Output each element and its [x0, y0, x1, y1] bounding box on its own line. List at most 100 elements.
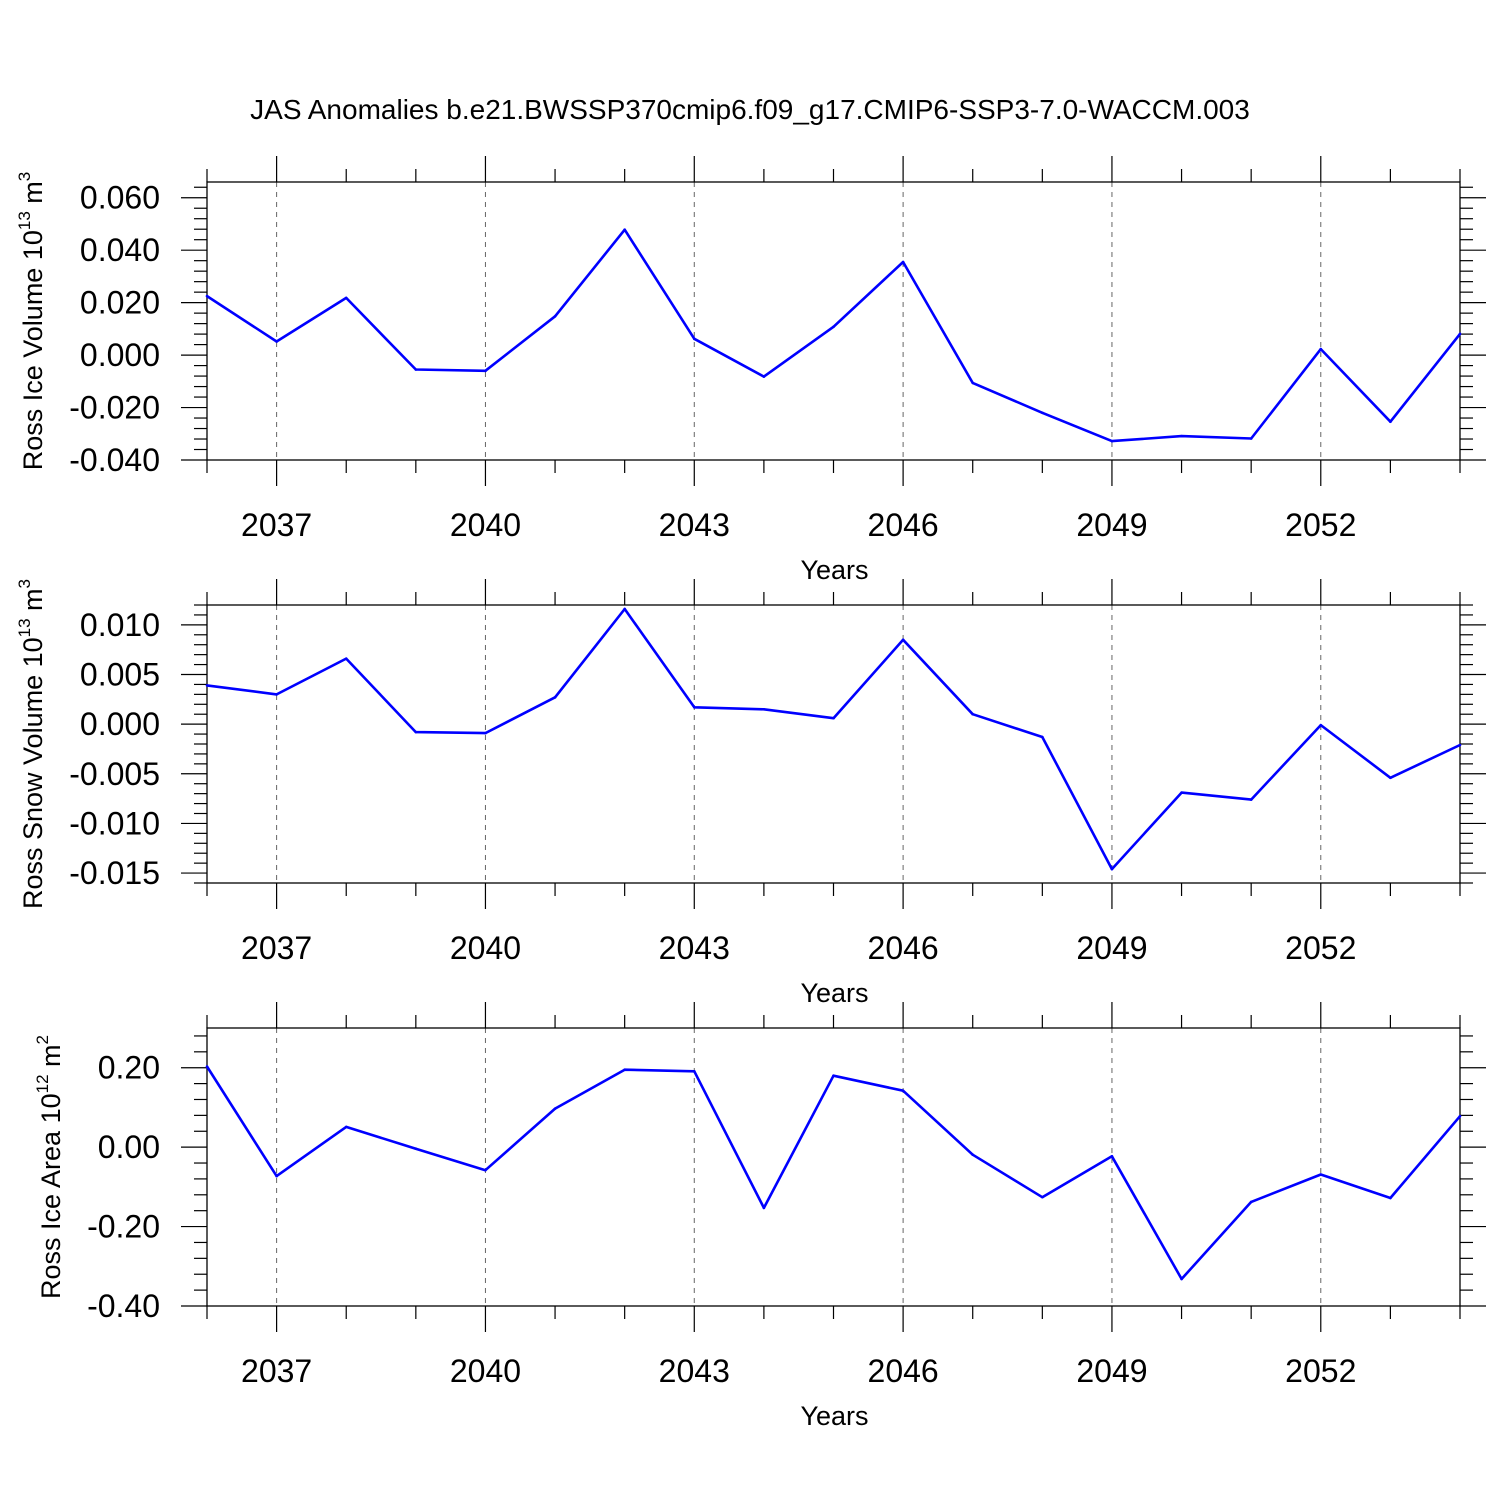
data-point: [1319, 347, 1323, 351]
data-point: [484, 1168, 487, 1172]
y-axis-title-superscript: 2: [33, 1035, 52, 1044]
data-point: [832, 1074, 835, 1077]
y-tick-label: 0.000: [80, 706, 160, 742]
y-tick-label: -0.010: [69, 805, 160, 841]
data-point: [275, 693, 278, 696]
data-point: [762, 707, 766, 711]
x-tick-label: 2037: [241, 507, 312, 543]
data-point: [623, 228, 626, 232]
x-tick-label: 2049: [1076, 930, 1147, 966]
x-axis-title: Years: [800, 555, 868, 585]
y-axis-title-text: Ross Ice Volume 10: [18, 230, 48, 470]
plot-frame: [206, 1027, 1461, 1307]
y-axis-title-text: Ross Snow Volume 10: [18, 637, 48, 909]
data-point: [344, 1125, 348, 1129]
y-axis-title-superscript: 3: [15, 579, 34, 588]
data-point: [414, 368, 418, 371]
x-tick-label: 2052: [1285, 1353, 1356, 1389]
data-point: [1319, 1173, 1323, 1176]
series-line: [206, 607, 1461, 871]
plot-frame: [206, 181, 1461, 461]
x-tick-label: 2052: [1285, 507, 1356, 543]
x-tick-label: 2043: [659, 930, 730, 966]
data-point: [205, 684, 209, 687]
data-point: [1041, 735, 1044, 739]
data-point: [1180, 1277, 1183, 1281]
data-point: [901, 260, 905, 264]
data-point: [1458, 743, 1462, 747]
chart-panels: 2037 2040 2043 2046 2049 2052 Years -0.040 -0.02…: [15, 156, 1486, 1431]
data-point: [692, 705, 696, 709]
y-axis-title-superscript: 13: [15, 211, 34, 230]
data-point: [1180, 434, 1183, 438]
data-point: [344, 657, 348, 660]
data-point: [832, 325, 835, 329]
chart-panel-1: 2037 2040 2043 2046 2049 2052 Years -0.040 -0.02…: [15, 156, 1486, 585]
data-point: [553, 1107, 557, 1110]
data-point: [1249, 798, 1253, 801]
data-point: [1110, 1154, 1114, 1158]
data-point: [414, 1147, 418, 1151]
y-tick-label: 0.020: [80, 285, 160, 321]
y-tick-label: -0.040: [69, 442, 160, 478]
data-point: [205, 1065, 209, 1068]
x-tick-label: 2046: [868, 1353, 939, 1389]
y-tick-label: 0.000: [80, 337, 160, 373]
y-tick-label: 0.040: [80, 232, 160, 268]
x-tick-label: 2049: [1076, 1353, 1147, 1389]
x-tick-label: 2043: [659, 1353, 730, 1389]
data-point: [1249, 437, 1253, 440]
data-point: [1249, 1200, 1253, 1204]
data-point: [1458, 1114, 1462, 1118]
data-point: [762, 375, 766, 378]
y-tick-label: 0.00: [98, 1129, 160, 1165]
data-point: [762, 1206, 766, 1210]
data-point: [1389, 776, 1392, 780]
data-point: [971, 1153, 975, 1156]
data-point: [1041, 1195, 1044, 1199]
data-point: [901, 638, 905, 642]
x-tick-label: 2040: [450, 930, 521, 966]
x-tick-label: 2049: [1076, 507, 1147, 543]
y-tick-label: -0.20: [87, 1209, 160, 1245]
y-axis-title-superscript: 3: [15, 172, 34, 181]
data-point: [553, 314, 557, 318]
data-point: [1389, 1196, 1392, 1200]
x-tick-label: 2037: [241, 1353, 312, 1389]
x-tick-label: 2046: [868, 930, 939, 966]
y-axis-title: Ross Snow Volume 1013 m3: [15, 579, 48, 909]
y-tick-label: -0.40: [87, 1288, 160, 1324]
x-tick-label: 2037: [241, 930, 312, 966]
y-axis-title-text: m: [36, 1044, 66, 1074]
y-tick-label: -0.020: [69, 390, 160, 426]
y-axis-title-text: Ross Ice Area 10: [36, 1093, 66, 1299]
data-point: [1180, 791, 1183, 794]
data-point: [344, 296, 348, 300]
data-point: [1458, 332, 1462, 336]
data-point: [692, 1069, 696, 1073]
data-point: [1110, 439, 1114, 443]
data-point: [1041, 411, 1044, 415]
data-point: [553, 696, 557, 699]
data-point: [275, 1174, 278, 1178]
x-tick-label: 2052: [1285, 930, 1356, 966]
y-axis-title-text: m: [18, 181, 48, 211]
series-line: [205, 1065, 1461, 1281]
y-axis-title-superscript: 12: [33, 1074, 52, 1093]
data-point: [901, 1089, 905, 1093]
chart-panel-3: 2037 2040 2043 2046 2049 2052 Years -0.40 -0.20 0…: [33, 1002, 1486, 1431]
data-point: [832, 716, 835, 720]
data-point: [623, 607, 626, 611]
data-point: [1110, 867, 1114, 871]
plot-frame: [206, 604, 1461, 884]
data-point: [1389, 420, 1392, 424]
chart-panel-2: 2037 2040 2043 2046 2049 2052 Years -0.015 -0.01…: [15, 579, 1486, 1008]
data-point: [484, 369, 487, 373]
y-tick-label: 0.010: [80, 607, 160, 643]
x-axis-title: Years: [800, 978, 868, 1008]
y-tick-label: 0.20: [98, 1050, 160, 1086]
x-axis-title: Years: [800, 1401, 868, 1431]
y-axis-title: Ross Ice Area 1012 m2: [33, 1035, 66, 1299]
data-point: [484, 731, 487, 735]
